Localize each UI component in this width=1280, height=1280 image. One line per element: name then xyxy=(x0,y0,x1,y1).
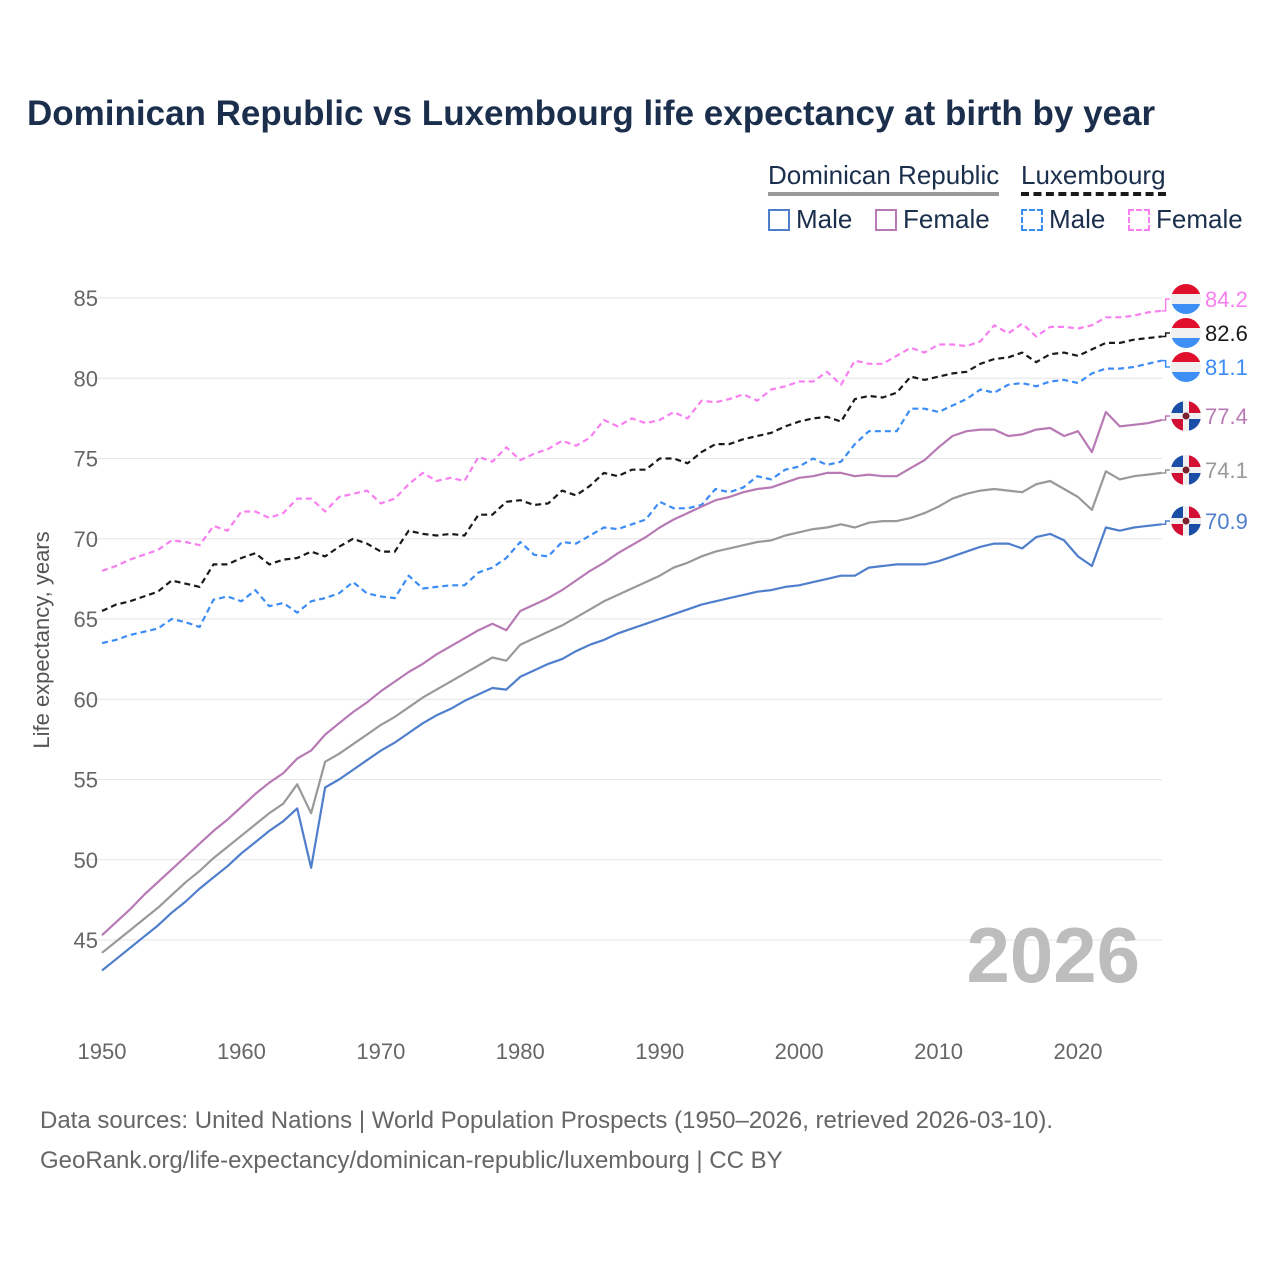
legend-item-lux-male: Male xyxy=(1021,204,1105,235)
series-line-dominican-republic xyxy=(101,470,1162,954)
legend-label: Female xyxy=(1156,204,1243,234)
end-value-label: 82.6 xyxy=(1205,321,1248,346)
luxembourg-flag-icon xyxy=(1171,318,1201,348)
end-value-label: 77.4 xyxy=(1205,404,1248,429)
legend-solid-line xyxy=(768,192,1000,196)
x-tick-label: 2020 xyxy=(1054,1039,1103,1064)
legend-swatch xyxy=(1021,208,1043,231)
label-leader xyxy=(1161,298,1170,312)
x-tick-label: 1960 xyxy=(217,1039,266,1064)
dominican-republic-flag-icon xyxy=(1171,401,1201,431)
series-line-luxembourg xyxy=(101,335,1162,612)
x-tick-label: 1980 xyxy=(496,1039,545,1064)
dominican-republic-flag-icon xyxy=(1171,455,1201,485)
label-leader xyxy=(1161,359,1170,368)
legend-swatch xyxy=(768,208,790,231)
series-line-luxembourg-male xyxy=(101,359,1162,645)
legend-swatch xyxy=(875,208,897,231)
label-leader xyxy=(1161,332,1170,338)
legend-group-dominican-republic: Dominican Republic xyxy=(768,160,1000,196)
series-line-luxembourg-female xyxy=(101,309,1162,572)
y-tick-label: 70 xyxy=(74,527,98,552)
year-watermark: 2026 xyxy=(966,911,1140,999)
y-tick-label: 60 xyxy=(74,687,98,712)
footer-url: GeoRank.org/life-expectancy/dominican-re… xyxy=(40,1147,783,1174)
end-value-label: 84.2 xyxy=(1205,287,1248,312)
legend-group-luxembourg: Luxembourg xyxy=(1021,160,1166,196)
luxembourg-flag-icon xyxy=(1171,352,1201,382)
x-tick-label: 2010 xyxy=(914,1039,963,1064)
legend-label: Female xyxy=(903,204,990,234)
y-tick-label: 80 xyxy=(74,366,98,391)
y-tick-label: 55 xyxy=(74,768,98,793)
luxembourg-flag-icon xyxy=(1171,284,1201,314)
legend-item-dr-male: Male xyxy=(768,204,852,235)
x-tick-label: 1950 xyxy=(78,1039,127,1064)
end-value-label: 74.1 xyxy=(1205,458,1248,483)
series-line-dominican-republic-male xyxy=(101,523,1162,972)
end-value-label: 70.9 xyxy=(1205,509,1248,534)
x-tick-label: 1970 xyxy=(356,1039,405,1064)
y-tick-label: 65 xyxy=(74,607,98,632)
legend-label: Male xyxy=(1049,204,1106,234)
legend-item-lux-female: Female xyxy=(1128,204,1243,235)
y-tick-label: 45 xyxy=(74,928,98,953)
y-tick-label: 85 xyxy=(74,286,98,311)
footer-sources: Data sources: United Nations | World Pop… xyxy=(40,1107,1054,1134)
label-leader xyxy=(1161,415,1170,421)
legend-dashed-line xyxy=(1021,192,1166,196)
label-leader xyxy=(1161,520,1170,526)
legend-group-label: Dominican Republic xyxy=(768,160,1000,190)
y-tick-label: 50 xyxy=(74,848,98,873)
x-tick-label: 2000 xyxy=(775,1039,824,1064)
dominican-republic-flag-icon xyxy=(1171,506,1201,536)
legend-item-dr-female: Female xyxy=(875,204,990,235)
y-tick-label: 75 xyxy=(74,447,98,472)
label-leader xyxy=(1161,469,1170,474)
series-line-dominican-republic-female xyxy=(101,410,1162,937)
legend-swatch xyxy=(1128,208,1150,231)
legend-group-label: Luxembourg xyxy=(1021,160,1166,190)
x-tick-label: 1990 xyxy=(635,1039,684,1064)
chart-title: Dominican Republic vs Luxembourg life ex… xyxy=(27,94,1156,133)
end-value-label: 81.1 xyxy=(1205,355,1248,380)
legend-label: Male xyxy=(796,204,853,234)
